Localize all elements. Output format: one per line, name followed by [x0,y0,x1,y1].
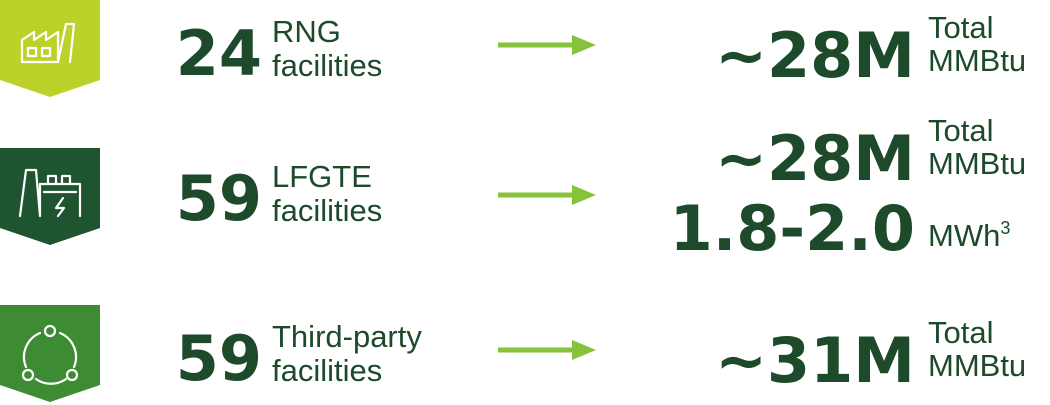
count: 24 [176,17,262,90]
icon-line [20,22,76,64]
arrow-head [572,340,596,360]
icon-line [18,168,82,218]
icon [20,22,76,64]
icon [21,324,79,385]
output-unit: Total [928,113,993,148]
badge [0,305,100,402]
output-value: ~31M [715,324,915,397]
unit-text: MWh [928,218,1000,253]
facility-label: facilities [272,48,382,83]
badge [0,148,100,245]
output-unit: Total [928,315,993,350]
arrow-head [572,35,596,55]
icon-node [43,324,57,338]
output-unit: MMBtu [928,146,1026,181]
unit-superscript: 3 [1000,218,1010,238]
output-unit: MMBtu [928,348,1026,383]
output-unit: MWh3 [928,218,1010,253]
facility-label: RNG [272,14,341,49]
count: 59 [176,322,262,395]
facility-label: facilities [272,353,382,388]
facility-label: facilities [272,193,382,228]
output-value: 1.8-2.0 [670,192,915,265]
icon-node [65,368,79,382]
output-value: ~28M [715,122,915,195]
output-value: ~28M [715,19,915,92]
count: 59 [176,162,262,235]
output-unit: MMBtu [928,43,1026,78]
icon-node [21,368,35,382]
facility-label: LFGTE [272,159,372,194]
icon-line [22,331,78,385]
output-unit: Total [928,10,993,45]
arrow-head [572,185,596,205]
icon [18,168,82,218]
facility-label: Third-party [272,319,422,354]
